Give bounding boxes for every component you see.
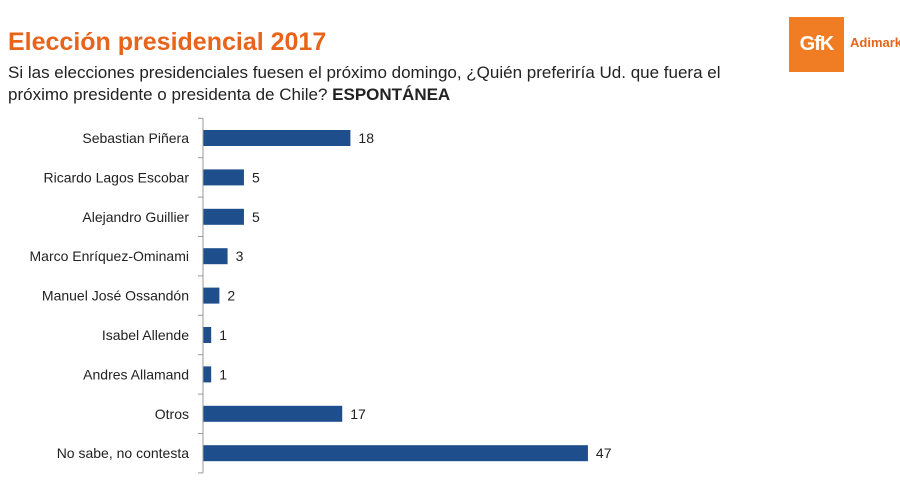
bar (203, 130, 351, 146)
category-label: Otros (155, 406, 189, 422)
value-label: 3 (236, 248, 244, 264)
bar (203, 327, 212, 343)
category-label: Manuel José Ossandón (42, 288, 189, 304)
gfk-logo-mark: GfK (789, 17, 844, 72)
bar (203, 405, 343, 422)
chart-subtitle: Si las elecciones presidenciales fuesen … (8, 62, 778, 106)
category-label: Alejandro Guillier (82, 209, 189, 225)
chart-title: Elección presidencial 2017 (8, 28, 327, 56)
value-label: 47 (596, 445, 612, 461)
bar (203, 248, 228, 265)
category-label: Ricardo Lagos Escobar (43, 169, 189, 185)
category-label: Marco Enríquez-Ominami (30, 248, 190, 264)
value-label: 17 (350, 406, 366, 422)
bar (203, 366, 212, 383)
category-label: Sebastian Piñera (82, 130, 189, 146)
value-label: 18 (358, 130, 374, 146)
bar (203, 169, 244, 186)
value-label: 5 (252, 209, 260, 225)
bar (203, 445, 588, 462)
category-label: Andres Allamand (83, 366, 189, 382)
category-label: Isabel Allende (102, 327, 189, 343)
bar (203, 208, 244, 225)
bar (203, 287, 220, 304)
adimark-logo-text: Adimark (850, 35, 900, 50)
value-label: 5 (252, 169, 260, 185)
value-label: 1 (219, 327, 227, 343)
value-label: 2 (227, 288, 235, 304)
value-label: 1 (219, 366, 227, 382)
gfk-adimark-logo: GfK Adimark (789, 17, 900, 72)
category-label: No sabe, no contesta (57, 445, 190, 461)
subtitle-question: Si las elecciones presidenciales fuesen … (8, 63, 721, 104)
subtitle-emphasis: ESPONTÁNEA (332, 85, 451, 104)
